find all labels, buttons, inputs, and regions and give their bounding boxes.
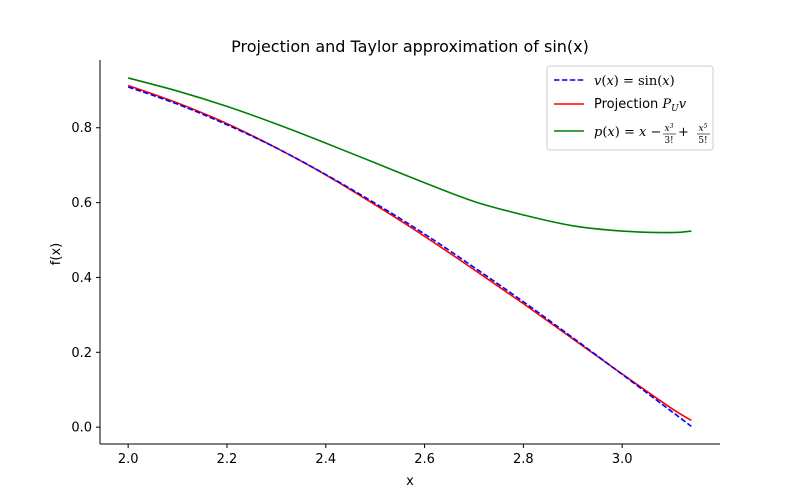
legend-frac-quintic-num: x5 (699, 123, 708, 134)
legend-sin-x2: x (662, 74, 670, 89)
legend-label-sin: v(x) = sin(x) (594, 74, 675, 89)
legend-frac-cubic-den: 3! (664, 136, 673, 146)
series-line-0 (127, 86, 692, 428)
legend-frac-quintic-den: 5! (698, 136, 707, 146)
legend-frac-cubic: x3 3! (663, 123, 676, 146)
x-tick-label: 2.8 (513, 452, 534, 467)
legend-proj-sub: U (671, 104, 679, 114)
legend-label-projection: Projection PUv (594, 97, 687, 114)
y-tick-label: 0.2 (71, 346, 92, 361)
plot-lines (127, 77, 692, 428)
legend-tay-p: p (594, 125, 603, 140)
legend-sin-close: ) (670, 74, 675, 89)
y-axis-label: f(x) (49, 243, 64, 265)
legend-sin-x1: x (606, 74, 614, 89)
legend-sin-mid: ) = sin( (614, 74, 663, 89)
axes (99, 60, 720, 445)
legend-tay-x1: x (607, 125, 615, 140)
legend-cubic-x: x (665, 124, 670, 134)
legend-sin-open: ( (601, 74, 606, 89)
legend-tay-plus: + (678, 125, 689, 140)
y-tick-label: 0.0 (71, 421, 92, 436)
y-tick-label: 0.4 (71, 271, 92, 286)
legend-tay-x2: x (639, 125, 647, 140)
legend-proj-p: P (661, 97, 671, 112)
x-axis-label: x (406, 474, 414, 489)
x-tick-label: 2.4 (315, 452, 336, 467)
legend-proj-word: Projection (594, 97, 662, 112)
legend-frac-quintic: x5 5! (697, 123, 710, 146)
x-tick-label: 3.0 (612, 452, 633, 467)
legend-label-taylor: p(x) = x − (594, 125, 661, 140)
legend: v(x) = sin(x) Projection PUv p(x) = x − … (546, 65, 714, 151)
x-tick-label: 2.2 (217, 452, 238, 467)
series-line-2 (127, 77, 692, 234)
legend-quintic-exp: 5 (704, 123, 708, 130)
y-tick-label: 0.8 (71, 121, 92, 136)
legend-sin-v: v (594, 74, 602, 89)
chart-title: Projection and Taylor approximation of s… (231, 37, 589, 56)
legend-frac-cubic-num: x3 (665, 123, 674, 134)
x-ticks: 2.0 2.2 2.4 2.6 2.8 3.0 (118, 444, 633, 467)
x-tick-label: 2.0 (118, 452, 139, 467)
legend-proj-v: v (679, 97, 687, 112)
legend-frame (546, 65, 714, 151)
legend-quintic-x: x (699, 124, 704, 134)
legend-tay-open: ( (602, 125, 607, 140)
y-ticks: 0.0 0.2 0.4 0.6 0.8 (71, 121, 100, 436)
legend-cubic-exp: 3 (670, 123, 674, 130)
y-tick-label: 0.6 (71, 196, 92, 211)
x-tick-label: 2.6 (414, 452, 435, 467)
legend-tay-eq: ) = (615, 125, 639, 140)
legend-tay-minus: − (646, 125, 661, 140)
